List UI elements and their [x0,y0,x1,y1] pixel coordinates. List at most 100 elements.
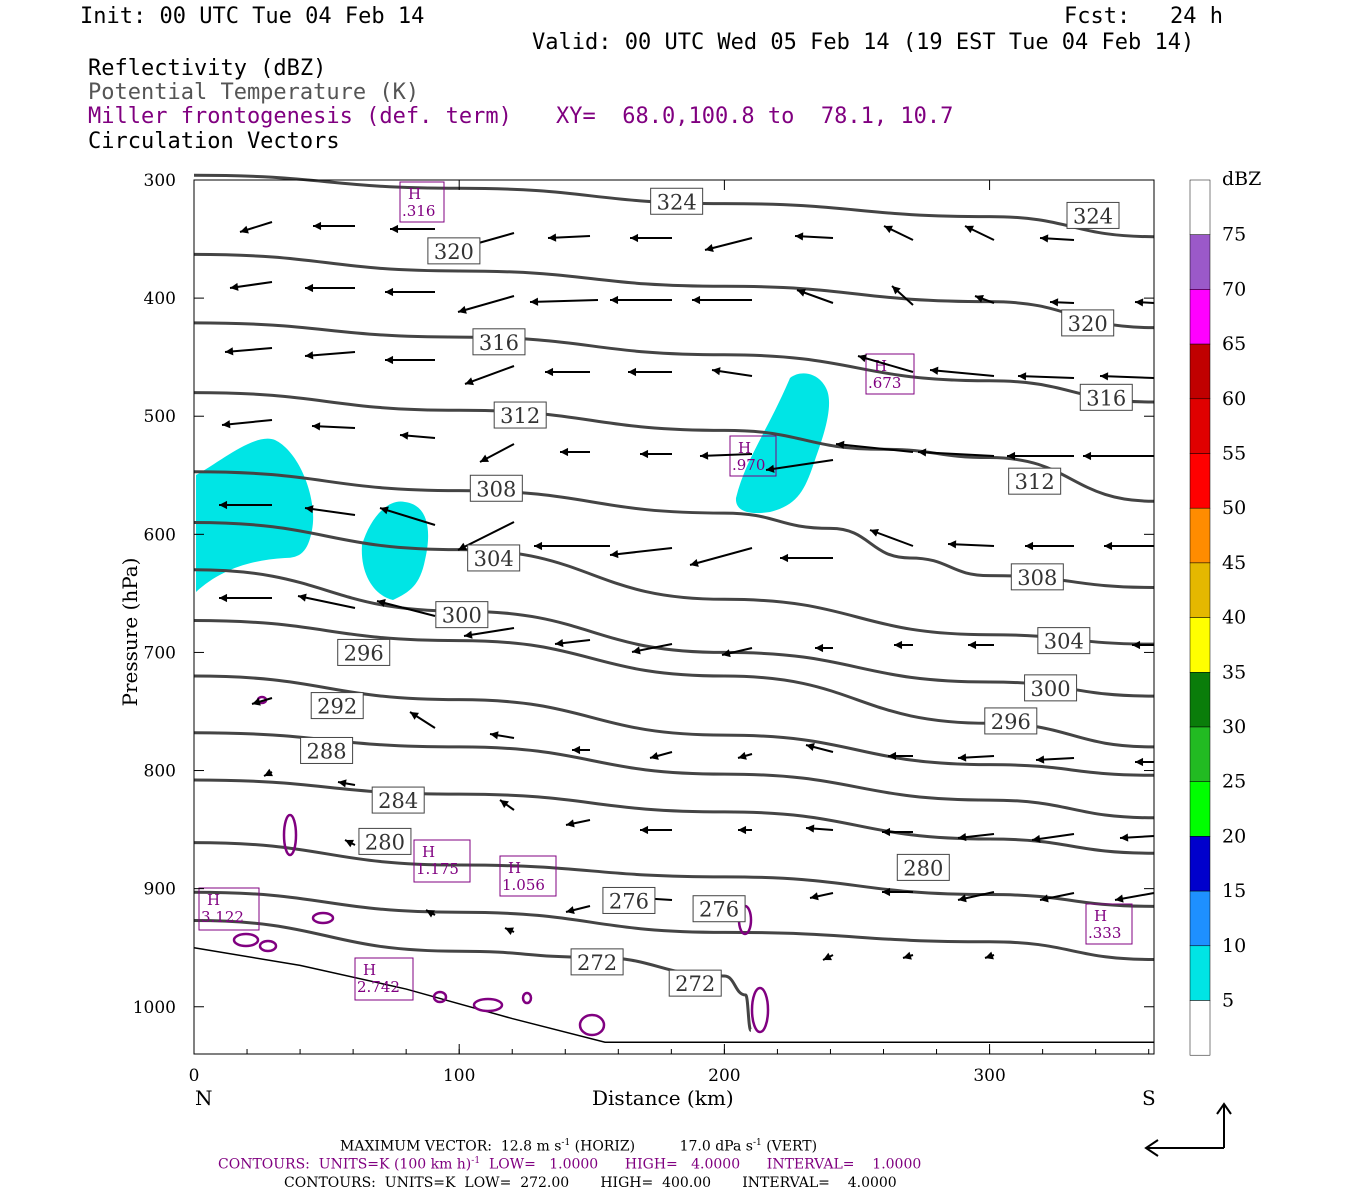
fronto-max-value: .970 [732,456,765,474]
x-tick-label: 300 [973,1066,1005,1086]
circulation-vector [554,639,591,648]
field-reflectivity: Reflectivity (dBZ) [88,56,327,81]
colorbar-label: 10 [1222,935,1246,957]
fronto-max-box [399,181,445,223]
circulation-vector [796,288,834,304]
fronto-max-box [354,957,414,1001]
contour-label-box [650,187,704,215]
contour-label: 296 [344,641,384,665]
colorbar-label: 25 [1222,771,1246,793]
circulation-vector [464,365,515,386]
contour-label-box [310,692,364,720]
contour-label: 304 [1044,630,1084,654]
contour-label-box [427,237,481,265]
colorbar-segment [1189,836,1211,892]
circulation-vectors [219,221,1155,961]
fronto-max-box [499,855,557,897]
circulation-vector [882,887,913,897]
colorbar-label: 15 [1222,880,1246,902]
fronto-contour [521,991,533,1005]
theta-contour-284 [193,778,1155,855]
contour-label-box [493,401,547,429]
fronto-max-box [865,353,915,395]
colorbar-label: 30 [1222,716,1246,738]
forecast-hour: Fcst: 24 h [1064,4,1223,29]
circulation-vector [304,351,356,360]
circulation-vector [1134,298,1155,307]
fronto-contour [311,911,335,925]
contour-label-box [1061,309,1115,337]
fronto-max-letter: H [874,357,887,375]
circulation-vector [1135,757,1154,767]
contour-label-box [435,601,489,629]
circulation-vector [221,419,273,429]
y-axis-title: Pressure (hPa) [118,557,142,707]
circulation-vector [610,295,672,305]
fronto-contour [578,1013,606,1037]
contour-label: 316 [1086,386,1126,410]
circulation-vector [699,451,753,460]
contour-label: 280 [365,830,405,854]
y-tick-label: 1000 [133,998,176,1018]
circulation-vector [640,825,672,835]
circulation-vector [631,643,673,655]
circulation-vector [489,731,515,740]
circulation-vector [902,951,914,960]
circulation-vector [1017,372,1075,381]
reflectivity-area [361,501,429,600]
theta-contour-308 [193,470,1155,589]
colorbar-label: 70 [1222,278,1246,300]
colorbar-segment [1189,289,1211,345]
circulation-vector [425,909,436,918]
theta-contour-272 [193,919,753,1032]
colorbar-segment [1189,1000,1211,1056]
circulation-vector [547,233,591,242]
circulation-vector [1031,833,1075,843]
colorbar-label: 45 [1222,552,1246,574]
theta-contour-312 [193,391,1155,503]
fronto-max-letter: H [508,859,521,877]
circulation-vector [545,367,590,377]
colorbar-segment [1189,890,1211,947]
circulation-vector [765,459,834,473]
circulation-vector [463,627,515,639]
contour-label-box [602,886,656,914]
circulation-vector [692,295,752,305]
circulation-vector [984,951,995,960]
circulation-vector [609,547,673,559]
contour-label-box [337,638,391,666]
circulation-vector [344,839,356,848]
circulation-vector [479,443,515,463]
fronto-max-letter: H [738,439,751,457]
colorbar-segment [1189,781,1211,837]
fronto-max-letter: H [1094,907,1107,925]
circulation-vector [239,221,273,234]
circulation-vector [297,593,356,609]
fronto-contour [472,997,504,1013]
colorbar-title: dBZ [1222,168,1262,190]
contour-label: 276 [699,898,739,922]
circulation-vector [738,825,752,835]
circulation-vector [882,827,913,837]
y-tick-label: 400 [144,289,176,309]
circulation-vector [224,347,273,356]
contour-label-box [896,853,950,881]
theta-contour-280 [193,841,1155,908]
colorbar-segment [1189,398,1211,454]
fronto-max-value: 3.122 [201,908,244,926]
axes: 300 400 500 600 700 800 900 1000 0 100 200 300 [133,171,1155,1086]
colorbar-segment [1189,672,1211,728]
circulation-vector [565,819,591,828]
circulation-vector [628,367,672,377]
fronto-max-letter: H [422,843,435,861]
colorbar: 75 70 65 60 55 50 45 40 35 30 25 20 15 10 5 [1189,179,1246,1056]
circulation-vector [219,500,272,510]
colorbar-label: 60 [1222,388,1246,410]
fronto-max-value: 1.056 [502,876,545,894]
y-tick-label: 800 [144,762,176,782]
fronto-contour [232,932,260,948]
fronto-max-box [198,887,260,931]
reflectivity-shading [196,373,830,600]
